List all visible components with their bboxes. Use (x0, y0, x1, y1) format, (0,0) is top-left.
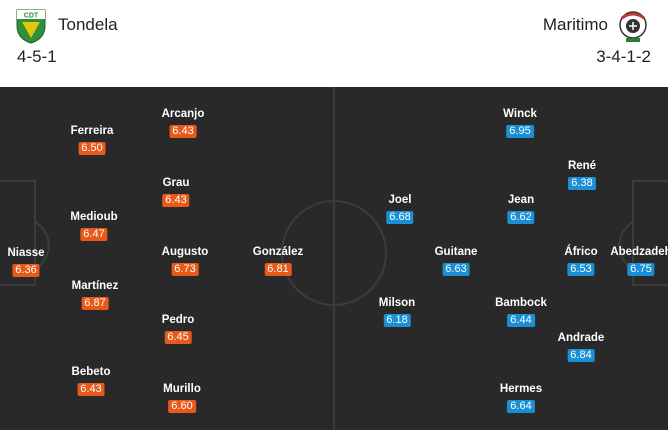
player-africo[interactable]: Áfrico 6.53 (564, 246, 598, 277)
player-name: Áfrico (564, 246, 598, 258)
player-pedro[interactable]: Pedro 6.45 (161, 314, 195, 345)
player-rating: 6.84 (567, 349, 595, 362)
player-rating: 6.38 (568, 177, 596, 190)
player-rating: 6.43 (169, 125, 197, 138)
player-rating: 6.43 (162, 194, 190, 207)
player-niasse[interactable]: Niasse 6.36 (7, 247, 45, 278)
player-augusto[interactable]: Augusto 6.73 (161, 246, 209, 277)
player-rating: 6.53 (567, 263, 595, 276)
maritimo-crest-icon (619, 11, 647, 42)
player-rating: 6.47 (80, 228, 108, 241)
player-rating: 6.87 (81, 297, 109, 310)
player-name: Milson (378, 297, 416, 309)
player-gonzalez[interactable]: González 6.81 (253, 246, 303, 277)
player-name: René (567, 160, 597, 172)
player-name: Bambock (495, 297, 547, 309)
player-murillo[interactable]: Murillo 6.60 (163, 383, 201, 414)
player-winck[interactable]: Winck 6.95 (503, 108, 537, 139)
player-name: Arcanjo (161, 108, 205, 120)
match-header: CDT Tondela 4-5-1 Maritimo 3-4-1-2 (0, 0, 668, 84)
player-rating: 6.68 (386, 211, 414, 224)
away-team-name[interactable]: Maritimo (542, 15, 608, 34)
player-ferreira[interactable]: Ferreira 6.50 (70, 125, 114, 156)
crest-text: CDT (24, 13, 39, 20)
player-rating: 6.64 (507, 400, 535, 413)
player-rene[interactable]: René 6.38 (568, 160, 596, 191)
player-name: Augusto (161, 246, 209, 258)
player-rating: 6.81 (264, 263, 292, 276)
player-name: Abedzadeh (610, 246, 668, 258)
player-name: Martínez (71, 280, 119, 292)
player-medioub[interactable]: Medioub 6.47 (70, 211, 118, 242)
player-name: Grau (162, 177, 190, 189)
player-rating: 6.45 (164, 331, 192, 344)
player-name: Jean (507, 194, 535, 206)
player-rating: 6.62 (507, 211, 535, 224)
player-name: Ferreira (70, 125, 114, 137)
player-rating: 6.63 (442, 263, 470, 276)
player-arcanjo[interactable]: Arcanjo 6.43 (161, 108, 205, 139)
player-name: Medioub (70, 211, 118, 223)
player-rating: 6.43 (77, 383, 105, 396)
home-formation: 4-5-1 (17, 47, 57, 66)
player-bebeto[interactable]: Bebeto 6.43 (71, 366, 111, 397)
player-rating: 6.36 (12, 264, 40, 277)
player-guitane[interactable]: Guitane 6.63 (434, 246, 478, 277)
player-name: Winck (503, 108, 537, 120)
player-milson[interactable]: Milson 6.18 (379, 297, 415, 328)
pitch: Niasse 6.36 Ferreira 6.50 Medioub 6.47 M… (0, 87, 668, 430)
away-formation: 3-4-1-2 (596, 47, 651, 66)
player-name: Murillo (163, 383, 201, 395)
player-rating: 6.75 (627, 263, 655, 276)
player-name: Niasse (7, 247, 45, 259)
player-name: Andrade (557, 332, 605, 344)
player-name: González (252, 246, 304, 258)
player-rating: 6.18 (383, 314, 411, 327)
player-rating: 6.50 (78, 142, 106, 155)
player-martinez[interactable]: Martínez 6.87 (71, 280, 119, 311)
player-bambock[interactable]: Bambock 6.44 (495, 297, 547, 328)
player-andrade[interactable]: Andrade 6.84 (557, 332, 605, 363)
player-name: Hermes (499, 383, 543, 395)
player-rating: 6.95 (506, 125, 534, 138)
player-rating: 6.60 (168, 400, 196, 413)
player-hermes[interactable]: Hermes 6.64 (500, 383, 542, 414)
player-name: Bebeto (71, 366, 111, 378)
player-jean[interactable]: Jean 6.62 (507, 194, 535, 225)
player-grau[interactable]: Grau 6.43 (162, 177, 190, 208)
player-abedzadeh[interactable]: Abedzadeh 6.75 (610, 246, 668, 277)
player-rating: 6.73 (171, 263, 199, 276)
player-joel[interactable]: Joel 6.68 (386, 194, 414, 225)
player-name: Joel (388, 194, 412, 206)
player-rating: 6.44 (507, 314, 535, 327)
player-name: Pedro (161, 314, 195, 326)
player-name: Guitane (434, 246, 478, 258)
tondela-crest-icon: CDT (16, 9, 46, 44)
home-team-name[interactable]: Tondela (58, 15, 118, 34)
